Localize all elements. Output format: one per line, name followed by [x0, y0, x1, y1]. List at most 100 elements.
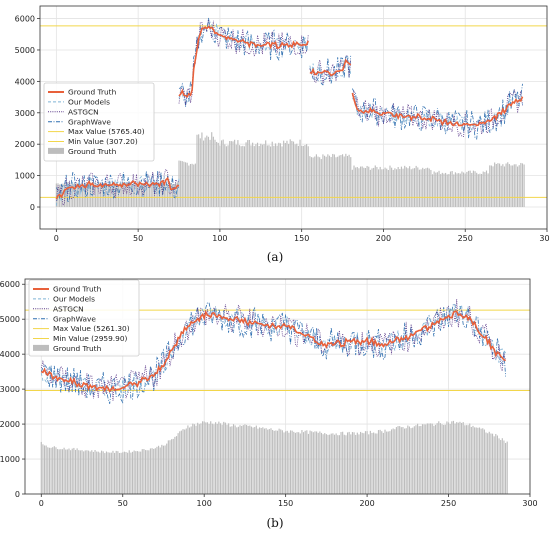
bar: [136, 451, 138, 494]
bar: [55, 447, 57, 494]
bar: [402, 427, 404, 494]
y-tick-label: 0: [15, 490, 20, 499]
bar: [366, 431, 368, 494]
bar: [296, 432, 298, 494]
y-tick-label: 5000: [0, 315, 20, 324]
bar: [104, 182, 106, 208]
bar: [346, 155, 349, 208]
bar: [53, 446, 55, 494]
bar: [447, 422, 450, 494]
bar: [449, 171, 452, 208]
bar: [371, 168, 373, 208]
bar: [371, 432, 373, 494]
chart-panel-b: 0 50 100 150 200 250 3000100020003000400050006…: [0, 278, 538, 508]
bar: [476, 172, 478, 208]
bar: [508, 164, 510, 208]
bar: [441, 424, 443, 494]
bar: [458, 173, 460, 208]
bar: [244, 424, 246, 494]
bar: [270, 146, 272, 208]
bar: [153, 182, 156, 208]
bar: [106, 184, 108, 208]
bar: [440, 174, 442, 208]
bar: [68, 448, 70, 494]
legend-label: Ground Truth: [68, 88, 117, 97]
graphwave-series: [309, 54, 352, 86]
bar: [195, 425, 197, 494]
bar: [446, 421, 448, 494]
bar: [317, 156, 319, 208]
bar: [237, 140, 239, 208]
bar: [117, 184, 120, 208]
bar: [144, 183, 146, 208]
bar: [197, 422, 199, 494]
bar: [438, 170, 440, 208]
bar: [193, 424, 195, 494]
x-tick-label: 250: [441, 499, 456, 508]
bar: [199, 138, 201, 208]
bar: [355, 167, 357, 208]
bar: [196, 134, 198, 208]
ground-truth-series: [351, 92, 524, 127]
bar: [495, 164, 497, 208]
bar: [389, 431, 391, 494]
legend-label: Min Value (2959.90): [53, 334, 128, 343]
bar: [198, 424, 200, 494]
bar: [109, 182, 111, 208]
bar: [252, 142, 254, 208]
bar: [498, 438, 500, 494]
bar: [151, 448, 153, 494]
bar: [386, 431, 388, 494]
bar: [418, 426, 420, 494]
bar: [301, 430, 303, 494]
bar: [175, 182, 177, 208]
bar: [70, 183, 72, 208]
bar: [260, 143, 262, 208]
bar: [134, 183, 136, 208]
bar: [216, 423, 218, 494]
y-tick-label: 0: [30, 203, 35, 212]
bar: [364, 431, 367, 494]
bar: [373, 432, 375, 494]
bar: [194, 163, 196, 208]
bar: [240, 146, 242, 208]
bar: [193, 164, 195, 208]
bar: [430, 169, 432, 208]
bar: [417, 423, 419, 494]
bar: [166, 443, 168, 494]
bar: [167, 440, 169, 494]
bar: [350, 157, 352, 208]
bar: [464, 425, 466, 494]
bar: [52, 447, 54, 494]
bar: [304, 145, 306, 208]
bar: [150, 182, 152, 208]
plot-frame: [39, 5, 548, 230]
bar: [116, 183, 118, 208]
bar: [467, 170, 470, 208]
bar: [114, 452, 116, 494]
bar: [452, 420, 455, 494]
bar: [86, 183, 89, 208]
bar: [185, 428, 187, 494]
bar: [276, 430, 279, 494]
bar: [86, 450, 88, 494]
bar: [320, 432, 323, 494]
bar: [454, 172, 456, 208]
bar: [306, 430, 308, 494]
y-tick-label: 6000: [0, 280, 20, 289]
bar: [122, 183, 124, 208]
bar: [203, 421, 205, 494]
bar: [148, 450, 150, 494]
bar: [109, 452, 111, 494]
bar: [74, 449, 77, 494]
bar: [523, 164, 525, 208]
bar: [391, 167, 393, 208]
bar: [472, 425, 474, 494]
astgcn-series: [56, 168, 179, 207]
bar: [229, 141, 231, 208]
bar: [265, 428, 267, 494]
bar: [186, 162, 188, 208]
bar: [88, 184, 90, 208]
bar: [359, 166, 362, 208]
bar: [253, 146, 255, 208]
